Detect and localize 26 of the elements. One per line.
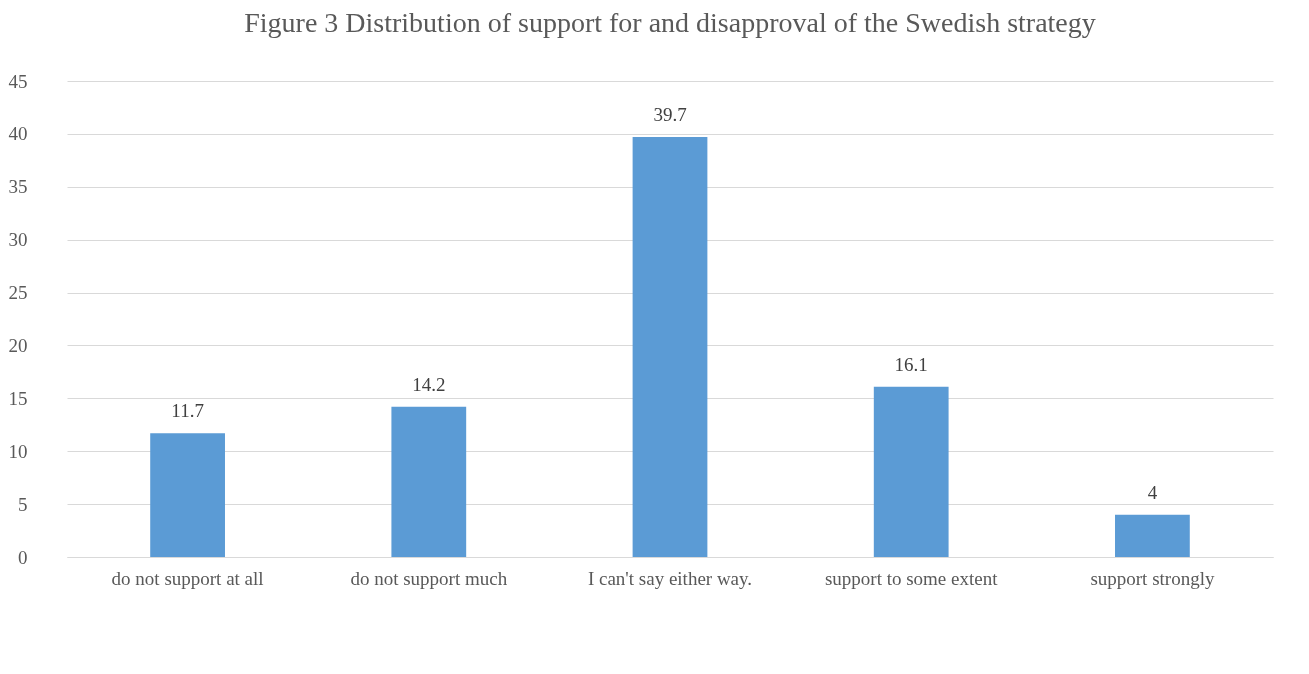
y-tick-label: 25 xyxy=(8,282,28,304)
y-tick-label: 5 xyxy=(18,493,28,515)
data-label: 16.1 xyxy=(894,353,928,375)
x-tick-label: do not support at all xyxy=(111,567,264,589)
y-tick-label: 0 xyxy=(18,546,28,568)
bar xyxy=(391,406,467,557)
data-label: 4 xyxy=(1147,481,1158,503)
bar xyxy=(150,433,225,557)
data-label: 11.7 xyxy=(171,400,204,422)
bar xyxy=(873,386,949,557)
y-tick-label: 45 xyxy=(8,70,28,92)
y-tick-label: 40 xyxy=(8,123,28,145)
chart-title: Figure 3 Distribution of support for and disapproval of the Swedish strategy xyxy=(244,7,1096,38)
bar xyxy=(1115,514,1190,557)
x-tick-label: support to some extent xyxy=(824,567,999,589)
x-tick-label: do not support much xyxy=(350,567,508,589)
y-tick-label: 30 xyxy=(8,229,28,251)
data-label: 14.2 xyxy=(412,373,446,395)
y-tick-label: 20 xyxy=(8,334,28,356)
data-label: 39.7 xyxy=(653,104,687,126)
y-tick-label: 35 xyxy=(8,176,28,198)
y-tick-label: 15 xyxy=(8,387,28,409)
bar xyxy=(632,137,708,557)
x-tick-label: I can't say either way. xyxy=(587,567,753,589)
x-tick-label: support strongly xyxy=(1090,567,1215,589)
y-tick-label: 10 xyxy=(8,440,28,462)
